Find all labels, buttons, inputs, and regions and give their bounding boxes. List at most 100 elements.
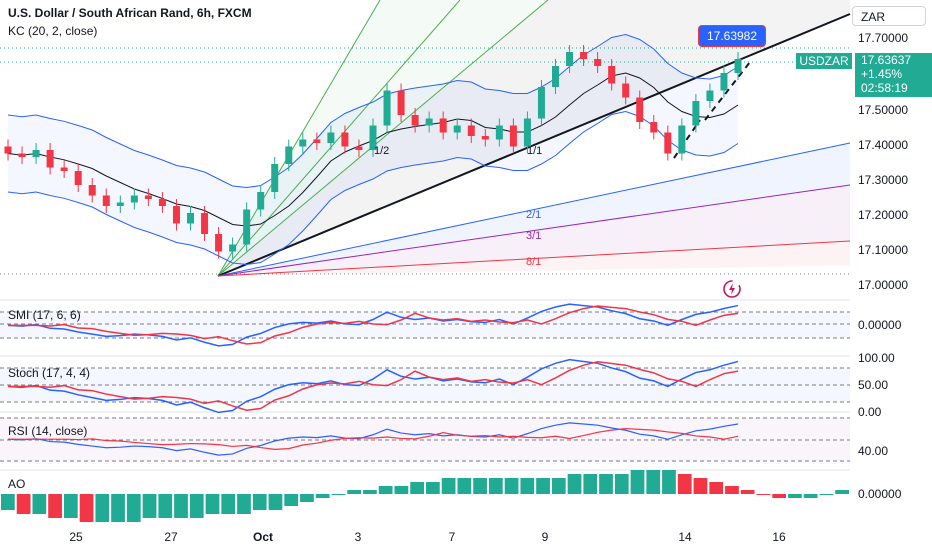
ao-bar [363,490,377,494]
ao-bar [79,494,94,522]
candle-body [650,122,658,133]
ao-bar [284,494,299,506]
gann-label: 8/1 [526,256,542,268]
date-tick: 3 [354,530,362,544]
ao-bar [331,494,346,495]
ao-bar [567,474,582,494]
candle-body [467,125,475,136]
candle-body [88,185,96,196]
kc-lower-line [7,110,739,266]
price-tick: 17.10000 [858,243,909,257]
candle-body [439,118,447,133]
ao-bar [551,478,566,494]
gann-fan-line [217,240,851,277]
lightning-icon[interactable] [722,279,742,299]
gann-fan-line [217,0,461,277]
candle-body [594,59,602,66]
ao-bar [63,494,78,518]
date-tick: 25 [69,530,83,544]
ao-bar [32,494,47,514]
rsi-pane-label: RSI (14, close) [8,424,88,438]
candle-body [215,234,223,252]
candle-body [383,90,391,126]
ao-bar [1,494,15,510]
ao-bar [662,470,676,494]
candle-body [397,90,405,115]
ao-bar [536,478,550,494]
price-tick: 17.40000 [858,138,909,152]
ao-bar [16,494,31,514]
candle-body [299,139,307,147]
ao-bar [158,494,173,518]
candle-body [355,146,363,150]
ao-bar [189,494,204,518]
stoch-tick: 50.00 [858,378,889,392]
candle-body [552,66,559,87]
ao-bar [788,494,802,498]
lines-layer [0,0,851,277]
price-tick: 17.30000 [858,173,909,187]
ao-bar [410,482,424,494]
candle-body [720,73,728,91]
ao-bar [378,486,393,494]
candle-body [158,199,166,206]
ao-tick: 0.00000 [858,487,902,501]
candle-body [566,52,574,66]
ao-bar [756,494,771,495]
indicator-layer [0,299,850,522]
rsi-line [7,422,739,456]
candle-body [187,213,194,224]
ao-bar [599,474,613,494]
candle-body [678,125,686,154]
ao-bar [48,494,62,518]
gann-label: 2/1 [526,209,542,221]
candles-layer [4,45,742,259]
candle-body [734,59,742,73]
date-tick: Oct [252,530,274,544]
candle-body [523,118,531,147]
gann-label: 1/1 [527,145,543,157]
ao-bar [772,494,787,498]
symbol-tag: USDZAR [796,53,852,69]
smi-tick: 0.00000 [858,318,902,332]
smi-pane-label: SMI (17, 6, 6) [8,308,81,322]
candle-body [411,115,419,126]
stoch-tick: 0.00 [858,405,882,419]
ao-bar [205,494,220,514]
candle-body [608,66,616,84]
price-tick: 17.20000 [858,208,909,222]
candle-body [4,146,12,154]
gann-label: 3/1 [526,230,542,242]
ao-bar [835,490,849,494]
candle-body [692,101,700,126]
date-tick: 16 [772,530,786,544]
ao-bar [142,494,157,518]
ao-bar [520,478,535,494]
ao-bar [394,486,409,494]
date-tick: 9 [541,530,549,544]
candle-body [580,52,588,59]
rsi-tick: 40.00 [858,444,889,458]
kc-upper-line [7,33,739,189]
ao-bar [426,482,440,494]
price-tick: 17.50000 [858,103,909,117]
candle-body [201,213,209,234]
stoch-pane-label: Stoch (17, 4, 4) [8,366,91,380]
candle-body [425,118,433,126]
ao-bar [693,478,708,494]
gann-fan-line [217,13,851,277]
candle-body [46,150,54,168]
candle-body [74,171,82,185]
ao-bar [268,494,283,510]
stoch-tick: 100.00 [858,351,895,365]
ao-bar [126,494,141,522]
price-tick: 17.70000 [858,31,909,45]
candle-body [243,209,251,245]
candle-body [32,150,40,157]
ao-bar [504,478,519,494]
smi-signal-line [8,305,739,345]
price-marker-tag: 17.63982 [698,25,766,47]
ao-pane-label: AO [8,477,26,491]
currency-button[interactable]: ZAR [852,6,926,26]
